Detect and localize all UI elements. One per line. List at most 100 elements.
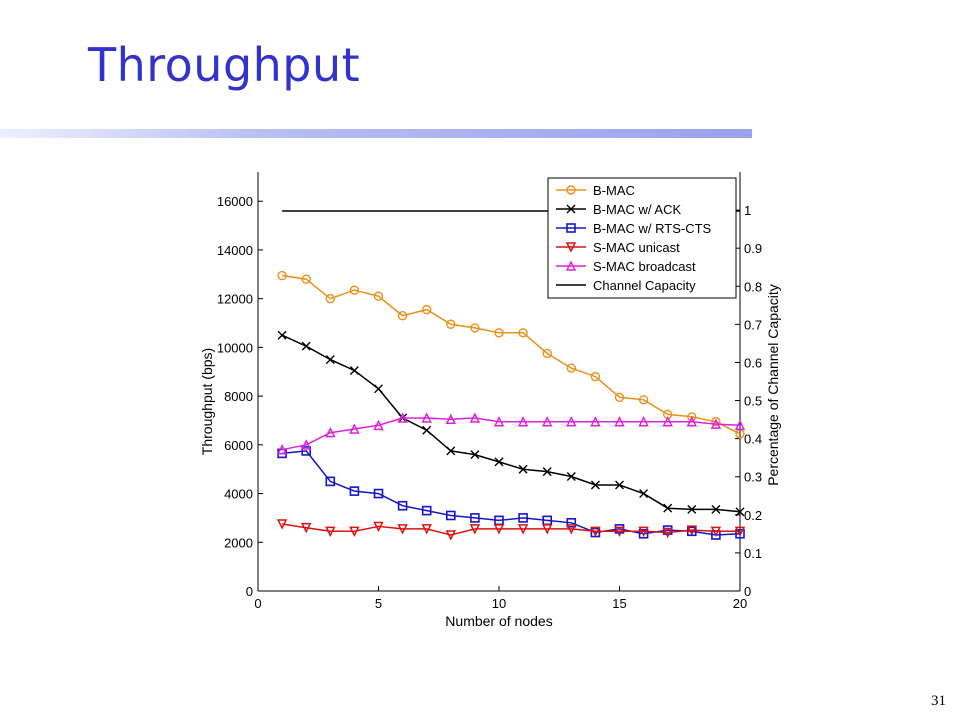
data-point: [686, 525, 698, 536]
legend-marker: [565, 260, 577, 271]
data-point: [277, 330, 287, 340]
data-point: [325, 426, 336, 438]
data-point: [735, 507, 745, 517]
y-tick-label: 6000: [224, 438, 253, 453]
legend-marker: [566, 223, 576, 233]
legend-label: B-MAC: [593, 183, 635, 198]
data-point: [566, 472, 576, 482]
data-point: [469, 524, 481, 535]
data-point: [494, 328, 504, 338]
data-point: [446, 446, 456, 456]
data-point: [735, 528, 745, 539]
series-line: [281, 334, 741, 513]
data-point: [301, 446, 312, 456]
data-point: [349, 526, 360, 537]
legend-label: B-MAC w/ ACK: [593, 202, 681, 217]
data-point: [590, 526, 601, 537]
data-point: [469, 412, 481, 423]
y-tick-label: 16000: [217, 194, 253, 209]
x-tick-label: 5: [375, 596, 382, 611]
legend-item: B-MAC w/ RTS-CTS: [556, 221, 712, 236]
data-point: [686, 416, 698, 427]
series-line: [281, 417, 741, 451]
data-point: [470, 513, 480, 523]
data-point: [397, 500, 408, 511]
data-point: [301, 274, 311, 284]
data-point: [493, 524, 505, 535]
x-tick-label: 10: [492, 596, 506, 611]
data-point: [421, 524, 432, 535]
x-tick-label: 0: [254, 596, 261, 611]
data-point: [638, 526, 649, 537]
data-point: [566, 416, 577, 427]
data-point: [710, 418, 722, 429]
y-tick-label: 8000: [224, 389, 253, 404]
data-point: [445, 413, 457, 425]
data-point: [590, 416, 601, 427]
data-point: [373, 488, 384, 499]
data-point: [734, 419, 746, 431]
data-point: [493, 416, 505, 427]
data-point: [422, 425, 432, 435]
data-point: [711, 504, 721, 514]
data-point: [615, 480, 624, 490]
data-point: [276, 519, 288, 530]
legend-box: [547, 177, 737, 299]
series-2: [277, 446, 745, 540]
data-point: [325, 355, 335, 365]
data-point: [397, 311, 408, 321]
y2-tick-label: 0.5: [744, 394, 762, 409]
data-point: [710, 526, 722, 537]
y2-tick-label: 0: [744, 584, 751, 599]
data-point: [325, 293, 335, 304]
data-point: [421, 412, 432, 423]
series-line: [281, 523, 740, 536]
data-point: [566, 363, 576, 373]
data-point: [300, 522, 312, 534]
data-point: [301, 341, 311, 351]
chart-axes: 0 5 10 15 2002000400060008000100001200014000…: [199, 172, 781, 629]
data-point: [397, 524, 408, 535]
data-point: [517, 416, 529, 427]
data-point: [325, 526, 336, 537]
data-point: [349, 366, 359, 376]
x-tick-label: 15: [612, 596, 626, 611]
legend-marker: [566, 185, 576, 195]
data-point: [541, 524, 553, 535]
data-point: [349, 423, 360, 434]
data-point: [470, 450, 480, 460]
y-tick-label: 4000: [224, 487, 253, 502]
data-point: [494, 457, 504, 467]
legend-label: S-MAC broadcast: [593, 259, 696, 274]
y2-tick-label: 0.7: [744, 317, 762, 332]
data-point: [397, 412, 408, 423]
y2-tick-label: 0.8: [744, 279, 762, 294]
data-point: [445, 510, 456, 521]
data-point: [373, 291, 384, 301]
data-point: [517, 524, 529, 535]
series-line: [281, 274, 741, 435]
y2-tick-label: 0.1: [744, 546, 762, 561]
data-point: [325, 476, 336, 487]
y-tick-label: 12000: [217, 292, 253, 307]
data-point: [446, 319, 456, 329]
data-point: [300, 439, 312, 450]
data-point: [566, 524, 577, 535]
series-3: [276, 519, 746, 541]
legend-item: S-MAC broadcast: [556, 259, 696, 274]
y2-tick-label: 0.6: [744, 355, 762, 370]
data-point: [373, 521, 384, 533]
legend-label: S-MAC unicast: [593, 240, 680, 255]
data-point: [421, 505, 432, 516]
data-point: [614, 416, 625, 427]
legend-marker: [566, 204, 576, 214]
data-point: [590, 480, 600, 490]
data-point: [614, 526, 625, 537]
data-point: [687, 412, 697, 422]
data-point: [518, 464, 528, 474]
x-axis-label: Number of nodes: [445, 613, 552, 629]
data-point: [445, 530, 457, 541]
series-1: [277, 330, 745, 517]
data-point: [687, 504, 697, 514]
data-point: [734, 526, 746, 537]
